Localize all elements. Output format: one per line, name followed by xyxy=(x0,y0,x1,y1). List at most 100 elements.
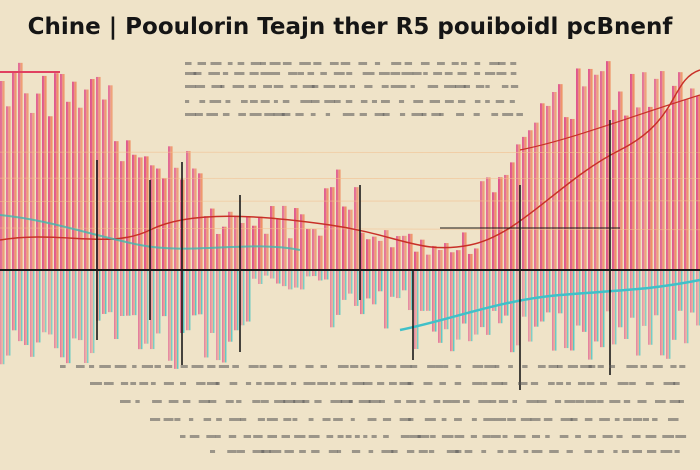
bar-down xyxy=(108,270,113,313)
bar-down xyxy=(234,270,239,331)
text-smudge xyxy=(283,418,292,421)
text-smudge xyxy=(240,100,248,103)
bar-down xyxy=(582,270,587,332)
text-smudge xyxy=(401,72,414,75)
bar-down xyxy=(636,270,641,356)
text-smudge xyxy=(346,72,353,75)
bar-up xyxy=(438,250,443,270)
text-smudge xyxy=(482,382,488,385)
text-smudge xyxy=(399,113,406,116)
bar-up xyxy=(612,109,617,270)
text-smudge xyxy=(421,113,427,116)
bar-up xyxy=(420,239,425,270)
text-smudge xyxy=(334,100,341,103)
text-smudge xyxy=(502,113,514,116)
text-smudge xyxy=(320,365,327,368)
bar-up xyxy=(564,117,569,270)
text-smudge xyxy=(560,418,573,421)
text-smudge xyxy=(508,365,513,368)
text-smudge xyxy=(337,450,342,453)
text-smudge xyxy=(554,400,562,403)
text-smudge xyxy=(654,400,666,403)
text-smudge xyxy=(454,435,465,438)
bar-down xyxy=(132,270,137,316)
bar-up xyxy=(336,169,341,270)
text-smudge xyxy=(482,435,491,438)
bar-down xyxy=(486,270,491,335)
text-smudge xyxy=(419,400,426,403)
bar-up xyxy=(294,208,299,270)
text-smudge xyxy=(311,450,320,453)
bar-down xyxy=(612,270,617,345)
text-smudge xyxy=(191,365,204,368)
text-smudge xyxy=(302,85,315,88)
text-smudge xyxy=(168,400,179,403)
text-smudge xyxy=(350,365,359,368)
text-smudge xyxy=(455,85,466,88)
bar-up xyxy=(546,105,551,270)
text-smudge xyxy=(586,382,595,385)
bar-up xyxy=(228,211,233,270)
text-smudge xyxy=(444,85,456,88)
bar-down xyxy=(300,270,305,290)
text-smudge xyxy=(208,72,220,75)
text-smudge xyxy=(197,62,207,65)
text-smudge xyxy=(508,450,517,453)
text-smudge xyxy=(406,400,417,403)
text-smudge xyxy=(250,100,258,103)
text-smudge xyxy=(207,365,216,368)
text-smudge xyxy=(199,100,206,103)
text-smudge xyxy=(613,450,618,453)
text-smudge xyxy=(435,365,444,368)
text-smudge xyxy=(317,382,328,385)
bar-down xyxy=(378,270,383,292)
bar-up xyxy=(126,140,131,270)
text-smudge xyxy=(340,382,348,385)
bar-down xyxy=(648,270,653,345)
bar-down xyxy=(168,270,173,361)
text-smudge xyxy=(273,365,283,368)
text-smudge xyxy=(442,400,452,403)
text-smudge xyxy=(642,418,649,421)
text-smudge xyxy=(234,72,245,75)
bar-down xyxy=(198,270,203,315)
bar-up xyxy=(6,106,11,270)
bar-down xyxy=(684,270,689,344)
text-smudge xyxy=(206,435,216,438)
text-smudge xyxy=(577,382,586,385)
bar-up xyxy=(594,74,599,270)
bar-down xyxy=(30,270,35,357)
bar-up xyxy=(648,106,653,270)
text-smudge xyxy=(313,62,322,65)
text-smudge xyxy=(390,85,400,88)
text-smudge xyxy=(249,113,262,116)
text-smudge xyxy=(454,382,462,385)
text-smudge xyxy=(632,418,643,421)
bar-down xyxy=(330,270,335,328)
bar-up xyxy=(138,157,143,270)
text-smudge xyxy=(516,113,523,116)
text-smudge xyxy=(236,450,245,453)
text-smudge xyxy=(400,435,410,438)
bar-down xyxy=(618,270,623,328)
text-smudge xyxy=(264,113,275,116)
text-smudge xyxy=(585,400,597,403)
text-smudge xyxy=(260,100,270,103)
bar-down xyxy=(672,270,677,340)
text-smudge xyxy=(441,418,447,421)
text-smudge xyxy=(597,400,604,403)
bar-down xyxy=(78,270,83,341)
bar-up xyxy=(120,161,125,270)
bar-down xyxy=(516,270,521,346)
text-smudge xyxy=(645,382,654,385)
text-smudge xyxy=(269,450,282,453)
text-smudge xyxy=(240,418,247,421)
text-smudge xyxy=(457,72,467,75)
text-smudge xyxy=(490,435,501,438)
text-smudge xyxy=(510,85,519,88)
text-smudge xyxy=(400,365,412,368)
text-smudge xyxy=(150,418,161,421)
bar-up xyxy=(48,116,53,270)
bar-down xyxy=(72,270,77,339)
bar-down xyxy=(696,270,700,326)
